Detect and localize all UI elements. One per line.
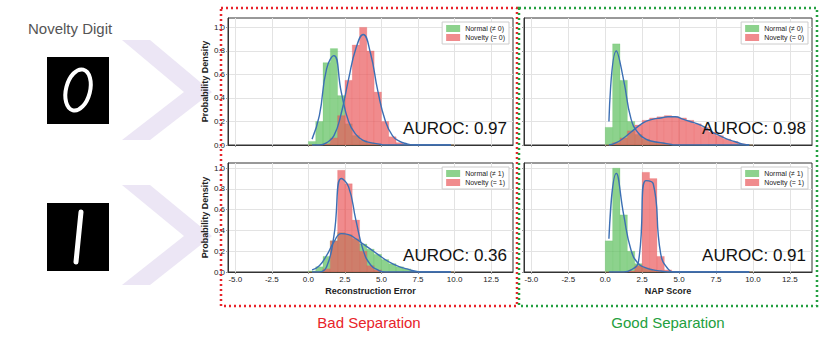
svg-text:Probability Density: Probability Density (200, 177, 210, 259)
svg-text:0.8: 0.8 (214, 184, 226, 193)
svg-text:Novelty Digit: Novelty Digit (28, 20, 113, 37)
svg-text:Normal (≠ 0): Normal (≠ 0) (465, 25, 504, 33)
svg-text:-5.0: -5.0 (228, 275, 242, 284)
svg-text:-2.5: -2.5 (561, 275, 575, 284)
svg-text:2.5: 2.5 (637, 275, 649, 284)
svg-text:5.0: 5.0 (376, 275, 388, 284)
svg-text:Normal (≠ 1): Normal (≠ 1) (465, 170, 504, 178)
svg-text:10.0: 10.0 (447, 275, 463, 284)
svg-text:Novelty (= 0): Novelty (= 0) (465, 34, 505, 42)
svg-text:Novelty (= 0): Novelty (= 0) (764, 34, 804, 42)
svg-text:0.2: 0.2 (214, 117, 226, 126)
svg-text:10.0: 10.0 (745, 275, 761, 284)
svg-text:0.0: 0.0 (303, 275, 315, 284)
svg-text:1.0: 1.0 (214, 164, 226, 173)
svg-text:AUROC: 0.98: AUROC: 0.98 (702, 119, 806, 138)
svg-text:0.0: 0.0 (600, 275, 612, 284)
svg-text:AUROC: 0.36: AUROC: 0.36 (403, 246, 507, 265)
svg-text:-2.5: -2.5 (265, 275, 279, 284)
svg-text:Normal (≠ 1): Normal (≠ 1) (764, 170, 803, 178)
svg-text:7.5: 7.5 (710, 275, 722, 284)
svg-text:0.0: 0.0 (214, 268, 226, 277)
svg-text:Probability Density: Probability Density (200, 41, 210, 123)
svg-text:0.4: 0.4 (214, 226, 226, 235)
svg-text:AUROC: 0.97: AUROC: 0.97 (403, 119, 507, 138)
svg-text:Good Separation: Good Separation (611, 314, 724, 331)
svg-text:AUROC: 0.91: AUROC: 0.91 (702, 246, 806, 265)
svg-text:Novelty (= 1): Novelty (= 1) (764, 179, 804, 187)
svg-text:0.6: 0.6 (214, 70, 226, 79)
svg-text:5.0: 5.0 (674, 275, 686, 284)
svg-text:12.5: 12.5 (782, 275, 798, 284)
svg-text:0.6: 0.6 (214, 205, 226, 214)
svg-text:Novelty (= 1): Novelty (= 1) (465, 179, 505, 187)
svg-text:0.8: 0.8 (214, 46, 226, 55)
svg-text:Bad Separation: Bad Separation (317, 314, 420, 331)
svg-text:NAP Score: NAP Score (645, 286, 691, 296)
svg-text:Reconstruction Error: Reconstruction Error (325, 286, 416, 296)
svg-text:1.0: 1.0 (214, 23, 226, 32)
svg-text:0.4: 0.4 (214, 93, 226, 102)
svg-text:0.0: 0.0 (214, 141, 226, 150)
svg-text:12.5: 12.5 (483, 275, 499, 284)
svg-text:Normal (≠ 0): Normal (≠ 0) (764, 25, 803, 33)
svg-text:0.2: 0.2 (214, 247, 226, 256)
svg-text:2.5: 2.5 (339, 275, 351, 284)
svg-text:-5.0: -5.0 (524, 275, 538, 284)
svg-text:7.5: 7.5 (412, 275, 424, 284)
